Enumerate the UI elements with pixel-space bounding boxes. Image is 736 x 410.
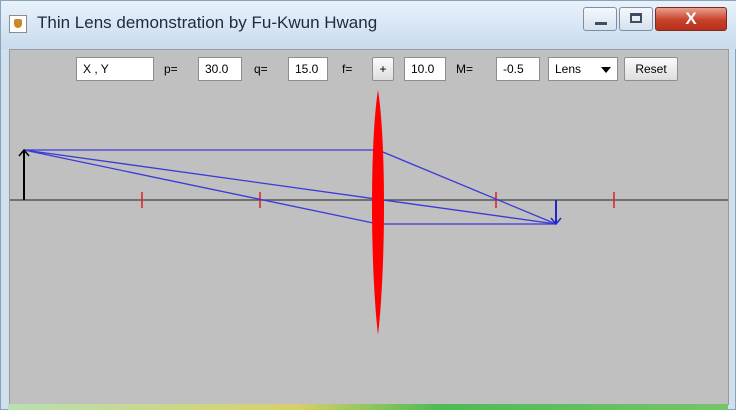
- f-sign-button[interactable]: +: [372, 57, 394, 81]
- reset-button[interactable]: Reset: [624, 57, 678, 81]
- element-type-value: Lens: [555, 62, 582, 76]
- parameter-toolbar: X , Y p= 30.0 q= 15.0 f= + 10.0 M= -0.5 …: [10, 50, 728, 90]
- image-arrow-head: [550, 217, 562, 226]
- maximize-icon: [630, 13, 642, 23]
- close-icon: X: [685, 9, 697, 28]
- close-button[interactable]: X: [655, 7, 727, 31]
- ray-center: [23, 149, 557, 225]
- maximize-button[interactable]: [619, 7, 653, 31]
- f-input[interactable]: 10.0: [404, 57, 446, 81]
- q-label: q=: [254, 62, 268, 76]
- java-coffee-cup-icon: [9, 15, 27, 33]
- minimize-button[interactable]: [583, 7, 617, 31]
- lens[interactable]: [372, 90, 384, 335]
- f-label: f=: [342, 62, 353, 76]
- coords-readout: X , Y: [76, 57, 154, 81]
- window-title: Thin Lens demonstration by Fu-Kwun Hwang: [37, 13, 378, 32]
- m-label: M=: [456, 62, 474, 76]
- p-input[interactable]: 30.0: [198, 57, 242, 81]
- m-readout: -0.5: [496, 57, 540, 81]
- taskbar-edge: [8, 404, 728, 410]
- minimize-icon: [595, 22, 607, 25]
- object-arrow-head: [18, 148, 30, 157]
- chevron-down-icon: [601, 67, 611, 73]
- p-label: p=: [164, 62, 178, 76]
- optics-canvas[interactable]: [10, 50, 729, 405]
- element-type-select[interactable]: Lens: [548, 57, 618, 81]
- simulation-panel[interactable]: X , Y p= 30.0 q= 15.0 f= + 10.0 M= -0.5 …: [9, 49, 729, 405]
- title-bar[interactable]: Thin Lens demonstration by Fu-Kwun Hwang…: [1, 1, 736, 49]
- q-input[interactable]: 15.0: [288, 57, 328, 81]
